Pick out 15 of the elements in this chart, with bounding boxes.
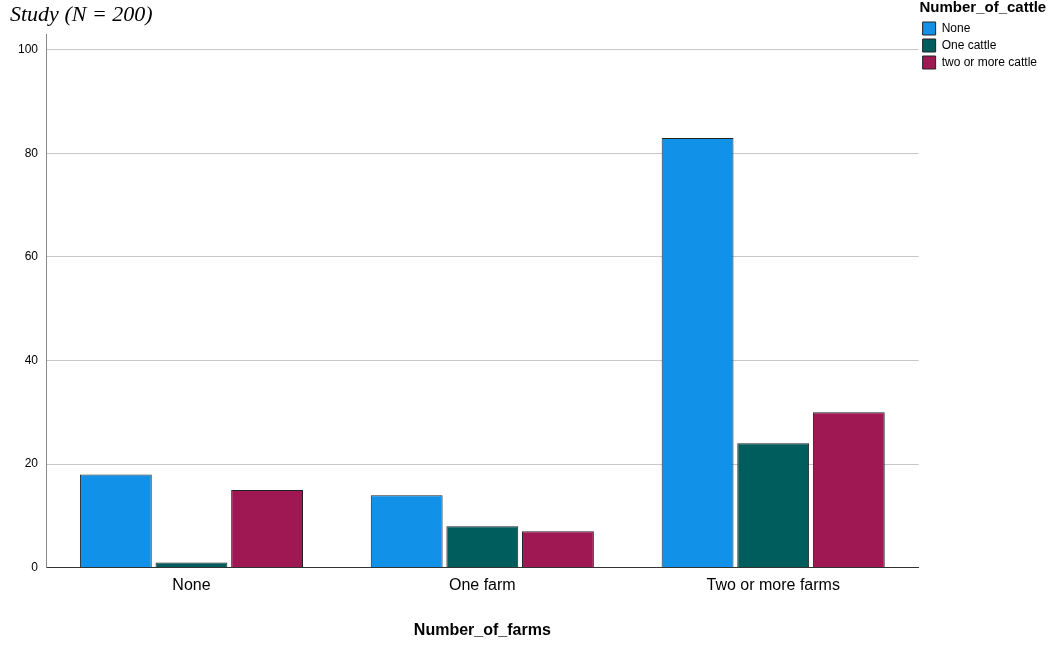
legend-label: two or more cattle [941, 54, 1038, 69]
y-tick-label: 100 [17, 42, 39, 57]
y-tick-label: 80 [24, 145, 39, 160]
y-tick-label: 0 [31, 559, 39, 574]
y-tick-label: 20 [24, 456, 39, 471]
x-tick-label: None [172, 575, 211, 593]
x-axis-title: Number_of_farms [413, 620, 551, 638]
y-tick-label: 60 [24, 249, 39, 264]
y-tick-label: 40 [24, 352, 39, 367]
legend-title: Number_of_cattle [919, 0, 1047, 15]
x-tick-label: Two or more farms [706, 575, 840, 593]
legend-label: None [941, 20, 971, 35]
chart-title: Study (N = 200) [10, 0, 153, 26]
legend-label: One cattle [941, 37, 997, 52]
x-tick-label: One farm [448, 575, 516, 593]
